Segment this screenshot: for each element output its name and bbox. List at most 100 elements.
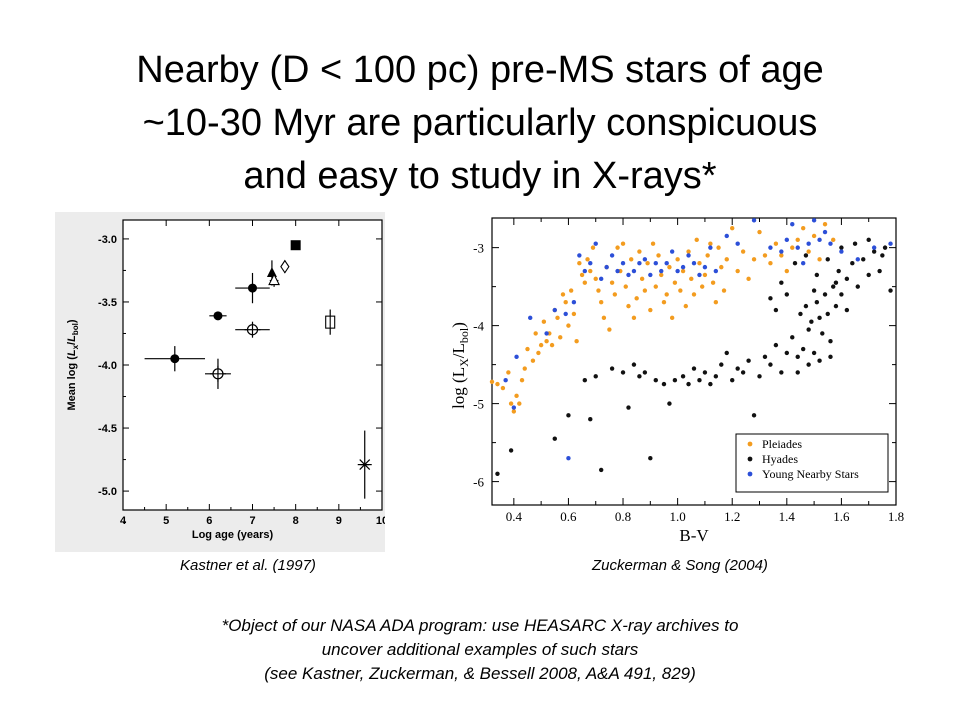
right-point-hyades bbox=[637, 374, 642, 379]
right-point-young-nearby-stars bbox=[615, 268, 620, 274]
right-point-pleiades bbox=[708, 241, 713, 246]
left-point-asterisk-stroke bbox=[359, 459, 371, 471]
right-point-young-nearby-stars bbox=[544, 331, 549, 336]
right-y-axis-label: log (LX/Lbol) bbox=[449, 322, 471, 409]
left-y-tick-label: -4.0 bbox=[98, 360, 117, 372]
right-chart: 0.4 0.6 0.8 1.0 1.2 1.4 1.6 1.8 -3 -4 -5 -6 B-V log (… bbox=[449, 217, 904, 545]
right-x-tick-label: 1.2 bbox=[724, 509, 740, 524]
left-y-tick-label: -3.5 bbox=[98, 297, 117, 309]
title-line-2: ~10-30 Myr are particularly conspicuous bbox=[142, 102, 818, 144]
right-point-young-nearby-stars bbox=[604, 264, 609, 270]
right-point-pleiades bbox=[751, 257, 757, 262]
left-x-tick-label: 10 bbox=[376, 515, 385, 527]
right-point-hyades bbox=[648, 456, 653, 461]
right-point-young-nearby-stars bbox=[817, 237, 822, 243]
right-point-pleiades bbox=[558, 335, 563, 340]
right-point-young-nearby-stars bbox=[811, 218, 817, 223]
right-point-pleiades bbox=[730, 225, 735, 231]
right-point-hyades bbox=[844, 276, 850, 282]
right-point-pleiades bbox=[740, 249, 746, 254]
right-point-young-nearby-stars bbox=[686, 253, 691, 258]
left-chart-panel: 4 5 6 7 8 9 10 -3.0 -3.5 -4.0 -4.5 -5.0 Log age (yea… bbox=[55, 212, 388, 552]
right-chart-caption: Zuckerman & Song (2004) bbox=[592, 557, 768, 574]
right-point-pleiades bbox=[686, 249, 691, 254]
right-point-young-nearby-stars bbox=[511, 405, 517, 410]
right-point-pleiades bbox=[656, 253, 661, 258]
right-point-hyades bbox=[866, 272, 871, 278]
right-point-hyades bbox=[850, 261, 855, 266]
right-point-hyades bbox=[795, 354, 800, 360]
right-point-hyades bbox=[495, 471, 500, 477]
right-point-pleiades bbox=[735, 268, 740, 274]
right-point-young-nearby-stars bbox=[735, 241, 740, 246]
right-point-hyades bbox=[809, 319, 814, 324]
right-point-young-nearby-stars bbox=[822, 229, 828, 235]
left-point-filled-circle bbox=[248, 283, 257, 293]
right-legend-swatch bbox=[747, 441, 753, 447]
right-point-pleiades bbox=[702, 272, 708, 278]
right-point-young-nearby-stars bbox=[503, 378, 508, 383]
right-point-hyades bbox=[839, 245, 844, 250]
right-point-young-nearby-stars bbox=[768, 245, 773, 250]
right-point-hyades bbox=[746, 358, 751, 363]
right-point-young-nearby-stars bbox=[800, 261, 806, 266]
right-point-pleiades bbox=[563, 300, 568, 305]
right-point-hyades bbox=[792, 261, 798, 266]
right-point-pleiades bbox=[508, 401, 514, 406]
right-point-young-nearby-stars bbox=[588, 261, 593, 266]
right-point-hyades bbox=[833, 303, 839, 309]
footnote-line-2: uncover additional examples of such star… bbox=[321, 640, 639, 659]
right-point-young-nearby-stars bbox=[751, 218, 757, 223]
right-point-hyades bbox=[839, 292, 844, 297]
right-point-hyades bbox=[828, 339, 833, 344]
right-y-tick-label: -3 bbox=[473, 241, 484, 256]
right-point-young-nearby-stars bbox=[697, 272, 702, 278]
right-point-young-nearby-stars bbox=[631, 268, 637, 274]
right-point-pleiades bbox=[626, 303, 631, 309]
right-x-tick-label: 0.4 bbox=[506, 509, 523, 524]
right-point-pleiades bbox=[800, 225, 806, 231]
right-y-tick-label: -4 bbox=[473, 319, 484, 334]
right-point-hyades bbox=[566, 413, 571, 418]
title-line-1: Nearby (D < 100 pc) pre-MS stars of age bbox=[136, 49, 824, 91]
right-point-young-nearby-stars bbox=[664, 261, 669, 266]
right-x-axis-label: B-V bbox=[679, 526, 709, 545]
right-point-pleiades bbox=[721, 288, 727, 293]
right-point-hyades bbox=[855, 284, 860, 289]
right-point-hyades bbox=[844, 307, 850, 313]
right-point-young-nearby-stars bbox=[839, 249, 844, 254]
slide-title: Nearby (D < 100 pc) pre-MS stars of age … bbox=[40, 44, 920, 203]
right-point-pleiades bbox=[680, 268, 686, 274]
right-point-pleiades bbox=[699, 284, 705, 289]
right-point-pleiades bbox=[831, 237, 836, 243]
right-point-hyades bbox=[833, 280, 839, 285]
right-point-hyades bbox=[620, 370, 626, 375]
right-point-hyades bbox=[724, 350, 729, 356]
right-point-pleiades bbox=[596, 288, 601, 293]
right-point-hyades bbox=[773, 342, 779, 348]
right-point-hyades bbox=[817, 358, 822, 363]
right-point-young-nearby-stars bbox=[680, 264, 686, 270]
right-point-young-nearby-stars bbox=[659, 268, 664, 274]
right-point-young-nearby-stars bbox=[528, 315, 533, 321]
left-point-filled-circle bbox=[213, 311, 223, 321]
left-point-open-triangle bbox=[268, 273, 280, 286]
right-point-pleiades bbox=[653, 284, 658, 289]
footnote-line-3: (see Kastner, Zuckerman, & Bessell 2008,… bbox=[264, 664, 696, 683]
right-point-hyades bbox=[806, 327, 811, 332]
right-point-pleiades bbox=[571, 311, 577, 317]
title-line-3: and easy to study in X-rays* bbox=[243, 155, 717, 197]
right-point-pleiades bbox=[593, 276, 598, 282]
right-point-hyades bbox=[686, 381, 691, 387]
right-point-pleiades bbox=[612, 292, 618, 297]
right-legend-label: Hyades bbox=[762, 452, 798, 466]
left-chart-caption: Kastner et al. (1997) bbox=[180, 557, 316, 574]
left-point-filled-circle bbox=[170, 354, 180, 364]
right-point-hyades bbox=[820, 331, 825, 336]
footnote-line-1: *Object of our NASA ADA program: use HEA… bbox=[221, 616, 739, 635]
right-point-hyades bbox=[798, 311, 803, 317]
right-point-pleiades bbox=[664, 292, 669, 297]
right-point-pleiades bbox=[811, 233, 817, 239]
right-point-hyades bbox=[817, 315, 822, 321]
right-point-pleiades bbox=[615, 245, 620, 250]
